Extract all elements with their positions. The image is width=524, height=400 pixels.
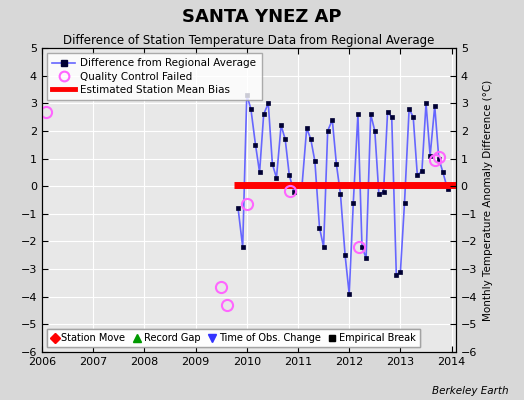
- Text: Berkeley Earth: Berkeley Earth: [432, 386, 508, 396]
- Y-axis label: Monthly Temperature Anomaly Difference (°C): Monthly Temperature Anomaly Difference (…: [483, 79, 493, 321]
- Title: Difference of Station Temperature Data from Regional Average: Difference of Station Temperature Data f…: [63, 34, 434, 47]
- Text: SANTA YNEZ AP: SANTA YNEZ AP: [182, 8, 342, 26]
- Legend: Station Move, Record Gap, Time of Obs. Change, Empirical Break: Station Move, Record Gap, Time of Obs. C…: [47, 329, 420, 347]
